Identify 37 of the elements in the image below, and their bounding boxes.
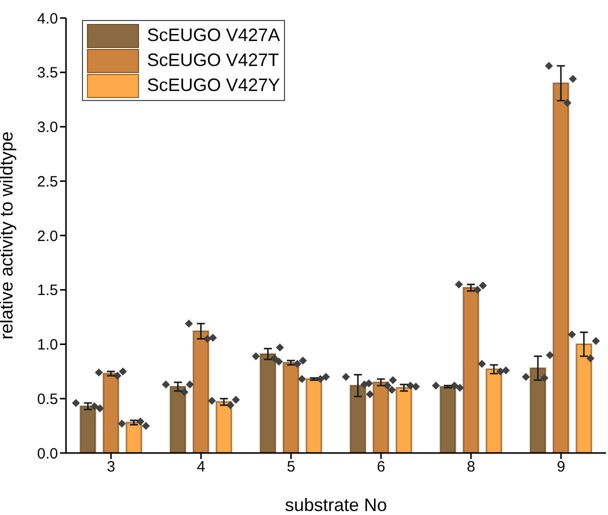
x-axis-title: substrate No <box>284 495 388 515</box>
bar <box>216 401 232 453</box>
y-tick-label: 1.5 <box>37 282 58 300</box>
bar <box>486 368 502 453</box>
y-tick-label: 3.5 <box>37 64 58 82</box>
legend-label: ScEUGO V427A <box>147 25 280 46</box>
x-tick-label: 9 <box>556 458 566 476</box>
bar <box>576 344 592 453</box>
bar <box>396 387 412 453</box>
bar <box>80 405 96 453</box>
x-tick-label: 3 <box>106 458 116 476</box>
x-tick-label: 6 <box>376 458 386 476</box>
y-tick-label: 3.0 <box>37 119 58 136</box>
legend-label: ScEUGO V427Y <box>147 75 280 96</box>
bar <box>192 330 210 453</box>
bar <box>170 386 186 453</box>
bar <box>440 386 456 453</box>
x-tick-label: 8 <box>466 458 476 476</box>
bar <box>306 378 322 453</box>
y-tick-label: 2.0 <box>37 228 58 245</box>
bar <box>552 82 570 453</box>
y-tick-label: 4.0 <box>37 10 58 28</box>
bar <box>372 382 390 453</box>
bar <box>126 422 142 453</box>
legend-label: ScEUGO V427T <box>147 50 280 71</box>
bar <box>530 367 546 453</box>
bar <box>260 353 276 453</box>
bar <box>282 362 300 453</box>
bar <box>102 372 120 453</box>
y-tick-label: 0.0 <box>37 445 58 462</box>
y-tick-label: 2.5 <box>37 173 58 190</box>
bar <box>462 286 480 453</box>
bar <box>350 384 366 453</box>
x-tick-label: 4 <box>196 458 206 476</box>
y-tick-label: 1.0 <box>37 336 58 354</box>
y-tick-label: 0.5 <box>37 390 58 408</box>
x-tick-label: 5 <box>286 458 296 476</box>
